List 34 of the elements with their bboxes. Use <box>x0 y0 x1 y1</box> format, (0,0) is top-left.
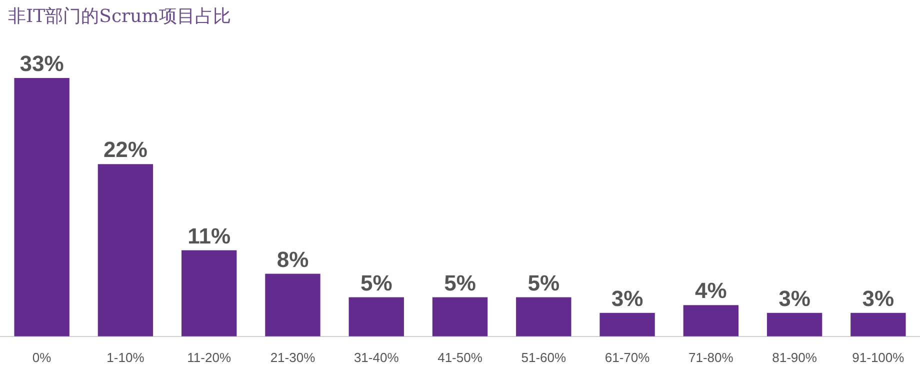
x-tick-label: 1-10% <box>106 350 145 365</box>
data-label: 3% <box>862 286 894 311</box>
data-label: 5% <box>444 270 476 296</box>
data-label: 5% <box>528 270 560 296</box>
data-label: 3% <box>611 286 644 311</box>
chart-title: 非IT部门的Scrum项目占比 <box>8 5 231 28</box>
data-label: 3% <box>778 286 810 311</box>
x-tick-label: 81-90% <box>772 350 818 365</box>
bar <box>516 297 572 336</box>
bar <box>181 250 237 336</box>
x-tick-label: 71-80% <box>688 350 734 365</box>
bar <box>14 78 70 336</box>
x-tick-label: 0% <box>32 350 52 365</box>
bar <box>348 297 404 336</box>
x-tick-label: 31-40% <box>354 350 400 365</box>
x-tick-label: 41-50% <box>438 350 483 365</box>
bar <box>432 297 488 336</box>
x-tick-label: 21-30% <box>270 350 316 365</box>
data-label: 5% <box>360 270 392 296</box>
data-label: 11% <box>188 223 231 248</box>
x-tick-label: 61-70% <box>604 350 650 365</box>
x-tick-label: 11-20% <box>187 350 232 365</box>
bar <box>766 312 822 336</box>
data-label: 22% <box>103 137 148 162</box>
bar <box>850 312 906 336</box>
data-label: 33% <box>20 51 64 76</box>
bar <box>265 274 320 336</box>
bar <box>600 312 655 336</box>
bar <box>683 305 739 336</box>
x-tick-label: 51-60% <box>521 350 566 365</box>
x-tick-label: 91-100% <box>852 350 905 365</box>
data-label: 4% <box>695 278 727 304</box>
data-label: 8% <box>276 246 309 272</box>
bar <box>98 164 154 336</box>
